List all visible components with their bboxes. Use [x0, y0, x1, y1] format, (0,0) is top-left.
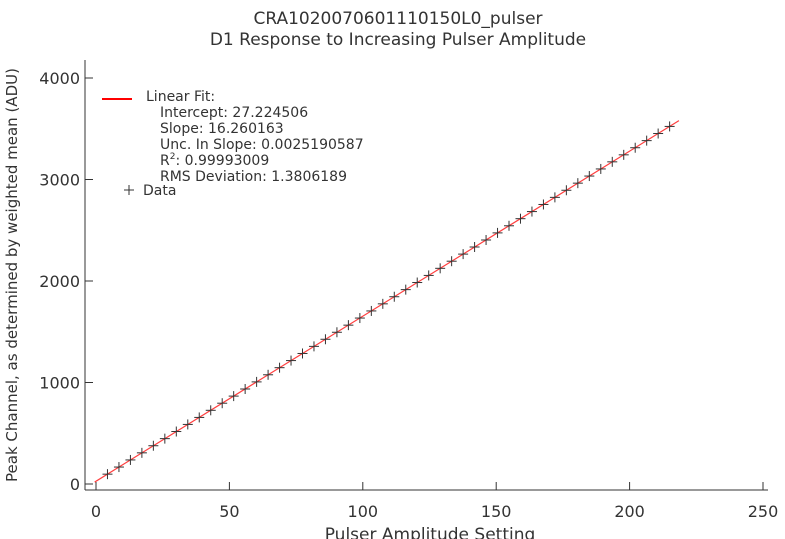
data-point — [240, 383, 251, 394]
data-point — [561, 185, 572, 196]
data-points — [102, 121, 675, 480]
data-point — [389, 291, 400, 302]
legend-data-marker — [124, 185, 134, 195]
data-point — [182, 419, 193, 430]
x-tick-label: 250 — [748, 502, 779, 521]
chart-subtitle: D1 Response to Increasing Pulser Amplitu… — [210, 30, 586, 50]
chart-title: CRA1020070601110150L0_pulser — [253, 9, 542, 29]
data-point — [572, 178, 583, 189]
legend-fit-label: Linear Fit: — [146, 89, 215, 105]
data-point — [274, 362, 285, 373]
x-tick-label: 100 — [348, 502, 379, 521]
data-point — [630, 142, 641, 153]
plot-frame — [84, 60, 768, 491]
data-point — [217, 398, 228, 409]
data-point — [366, 305, 377, 316]
data-point — [446, 256, 457, 267]
data-point — [641, 135, 652, 146]
data-point — [343, 320, 354, 331]
fit-layer — [94, 120, 680, 483]
data-point — [377, 298, 388, 309]
x-tick-label: 200 — [614, 502, 645, 521]
data-point — [526, 206, 537, 217]
data-point — [458, 249, 469, 260]
data-point — [251, 376, 262, 387]
data-point — [102, 469, 113, 480]
data-point — [538, 199, 549, 210]
data-point — [205, 405, 216, 416]
data-point — [412, 277, 423, 288]
data-point — [492, 227, 503, 238]
legend-r2-value: : 0.99993009 — [175, 153, 269, 169]
data-point — [286, 355, 297, 366]
y-tick-label: 0 — [70, 475, 80, 494]
data-point — [549, 192, 560, 203]
data-point — [618, 149, 629, 160]
data-point — [504, 220, 515, 231]
legend-r2: R2: 0.99993009 — [160, 152, 269, 169]
data-point — [331, 327, 342, 338]
y-tick-label: 2000 — [39, 272, 80, 291]
data-point — [607, 156, 618, 167]
data-point — [435, 263, 446, 274]
legend-data-label: Data — [143, 183, 176, 199]
legend-unc-slope: Unc. In Slope: 0.0025190587 — [160, 137, 364, 153]
data-point — [595, 163, 606, 174]
data-point — [515, 213, 526, 224]
data-point — [263, 369, 274, 380]
data-point — [125, 454, 136, 465]
data-point — [228, 391, 239, 402]
data-point — [171, 426, 182, 437]
data-point — [297, 348, 308, 359]
data-point — [664, 121, 675, 132]
legend-intercept: Intercept: 27.224506 — [160, 105, 308, 121]
x-tick-label: 0 — [91, 502, 101, 521]
data-point — [584, 171, 595, 182]
y-axis-ticks: 0 1000 2000 3000 4000 — [39, 69, 93, 494]
data-point — [308, 341, 319, 352]
data-point — [481, 234, 492, 245]
data-point — [148, 440, 159, 451]
data-point — [653, 128, 664, 139]
legend: Linear Fit: Intercept: 27.224506 Slope: … — [102, 89, 364, 199]
y-tick-label: 3000 — [39, 171, 80, 190]
x-tick-label: 150 — [481, 502, 512, 521]
y-axis-label: Peak Channel, as determined by weighted … — [3, 68, 21, 482]
legend-r2-sup: 2 — [170, 152, 176, 162]
y-tick-label: 1000 — [39, 374, 80, 393]
data-point — [423, 270, 434, 281]
legend-rms: RMS Deviation: 1.3806189 — [160, 169, 347, 185]
data-point — [159, 433, 170, 444]
legend-r2-label: R — [160, 153, 170, 169]
x-tick-label: 50 — [219, 502, 239, 521]
x-axis-label: Pulser Amplitude Setting — [325, 525, 536, 539]
y-tick-label: 4000 — [39, 69, 80, 88]
data-point — [136, 447, 147, 458]
legend-slope: Slope: 16.260163 — [160, 121, 284, 137]
data-point — [113, 462, 124, 473]
x-axis-ticks: 0 50 100 150 200 250 — [91, 482, 778, 521]
data-point — [469, 241, 480, 252]
data-point — [400, 284, 411, 295]
fit-line — [94, 120, 680, 483]
data-point — [320, 334, 331, 345]
data-point — [354, 313, 365, 324]
data-point — [194, 412, 205, 423]
